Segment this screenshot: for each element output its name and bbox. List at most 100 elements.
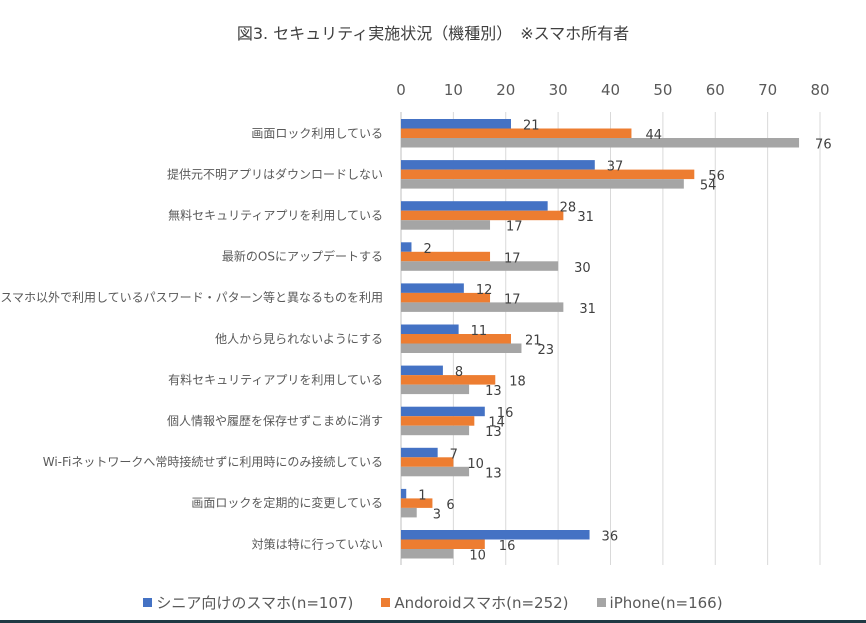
bar [401,210,564,221]
data-label: 8 [455,365,463,380]
category-labels: 画面ロック利用している提供元不明アプリはダウンロードしない無料セキュリティアプリ… [0,126,383,551]
bar [401,365,443,376]
bar [401,251,491,262]
data-label: 28 [560,201,577,216]
legend-swatch [143,598,153,607]
bar [401,324,459,334]
data-label: 23 [537,343,554,358]
x-axis-ticks: 0 10 20 30 40 50 60 70 80 [396,81,829,99]
bar [401,179,684,189]
bar [401,466,470,477]
bar [401,201,548,211]
data-label: 10 [467,457,484,472]
data-label: 31 [579,302,596,317]
bar [401,292,491,303]
legend-item: シニア向けのスマホ(n=107) [143,592,353,613]
data-label: 2 [423,242,431,257]
data-label: 18 [509,375,526,390]
data-label: 31 [577,210,594,225]
x-tick-label: 80 [810,81,829,99]
data-label: 12 [476,283,493,298]
legend-item: iPhone(n=166) [596,592,723,613]
bar [401,242,412,252]
data-label: 14 [488,416,505,431]
data-label: 76 [815,138,832,153]
bar [401,457,454,467]
bar [401,416,475,426]
x-tick-label: 10 [444,81,463,99]
category-label: スマホ以外で利用しているパスワード・パターン等と異なるものを利用 [0,291,383,305]
data-label: 10 [469,549,486,564]
data-label: 1 [418,488,426,503]
bar [401,128,632,138]
bar [401,334,511,344]
x-tick-label: 0 [396,81,406,99]
bar [401,384,470,395]
x-tick-label: 20 [496,81,515,99]
category-label: 画面ロック利用している [251,126,383,140]
bar [401,169,695,180]
legend-item: Andoroidスマホ(n=252) [381,592,569,613]
bar [401,507,417,518]
data-label: 54 [700,179,717,194]
data-label: 30 [574,261,591,276]
data-label: 13 [485,425,502,440]
bar [401,539,485,549]
x-tick-label: 50 [653,81,672,99]
data-label: 21 [525,334,542,349]
category-label: 無料セキュリティアプリを利用している [168,207,383,222]
data-label: 16 [499,539,516,554]
category-label: 個人情報や履歴を保存せずこまめに消す [167,414,383,428]
data-label: 7 [450,447,458,462]
category-label: 他人から見られないようにする [215,332,383,346]
data-label: 13 [485,466,502,481]
data-label: 11 [471,324,488,339]
x-tick-label: 60 [706,81,725,99]
bar [401,119,511,129]
data-label: 56 [708,169,725,184]
bar [401,549,454,559]
bar [401,302,564,312]
bar [401,160,595,170]
data-label: 16 [497,406,514,421]
legend-label: Andoroidスマホ(n=252) [394,594,569,612]
x-tick-label: 30 [549,81,568,99]
bar [401,343,522,353]
bars [401,119,800,559]
data-label: 17 [504,292,521,307]
bar [401,406,485,417]
bar [401,425,470,436]
bar [401,138,800,148]
category-label: 対策は特に行っていない [252,536,383,551]
bottom-border [0,620,866,623]
data-label: 17 [506,220,523,235]
x-tick-label: 70 [758,81,777,99]
chart-title: 図3. セキュリティ実施状況（機種別） ※スマホ所有者 [236,24,630,43]
data-label: 6 [446,498,454,513]
bar-chart: 0 10 20 30 40 50 60 70 80 画面ロック利用している提供元不明アプリはダウ… [0,81,832,565]
data-label: 37 [607,160,624,175]
x-tick-label: 40 [601,81,620,99]
legend-label: シニア向けのスマホ(n=107) [156,594,354,612]
data-label: 21 [523,119,540,134]
bar [401,283,464,293]
data-label: 44 [645,128,662,143]
category-label: 有料セキュリティアプリを利用している [168,373,383,387]
bar [401,261,559,271]
bar [401,498,433,508]
bar [401,220,491,230]
bar [401,530,590,540]
data-labels: 2144763756542831172173012173111212381813… [418,119,831,564]
data-label: 3 [433,507,441,522]
data-label: 13 [485,384,502,399]
data-label: 17 [504,251,521,266]
bar [401,488,407,499]
bar [401,375,496,385]
category-label: 画面ロックを定期的に変更している [191,495,383,510]
category-label: 最新のOSにアップデートする [222,249,383,264]
legend-swatch [596,598,606,607]
bar [401,447,438,458]
category-label: Wi-Fiネットワークへ常時接続せずに利用時にのみ接続している [43,454,383,469]
legend: シニア向けのスマホ(n=107) Andoroidスマホ(n=252) iPhone… [0,592,866,613]
legend-label: iPhone(n=166) [609,593,723,612]
